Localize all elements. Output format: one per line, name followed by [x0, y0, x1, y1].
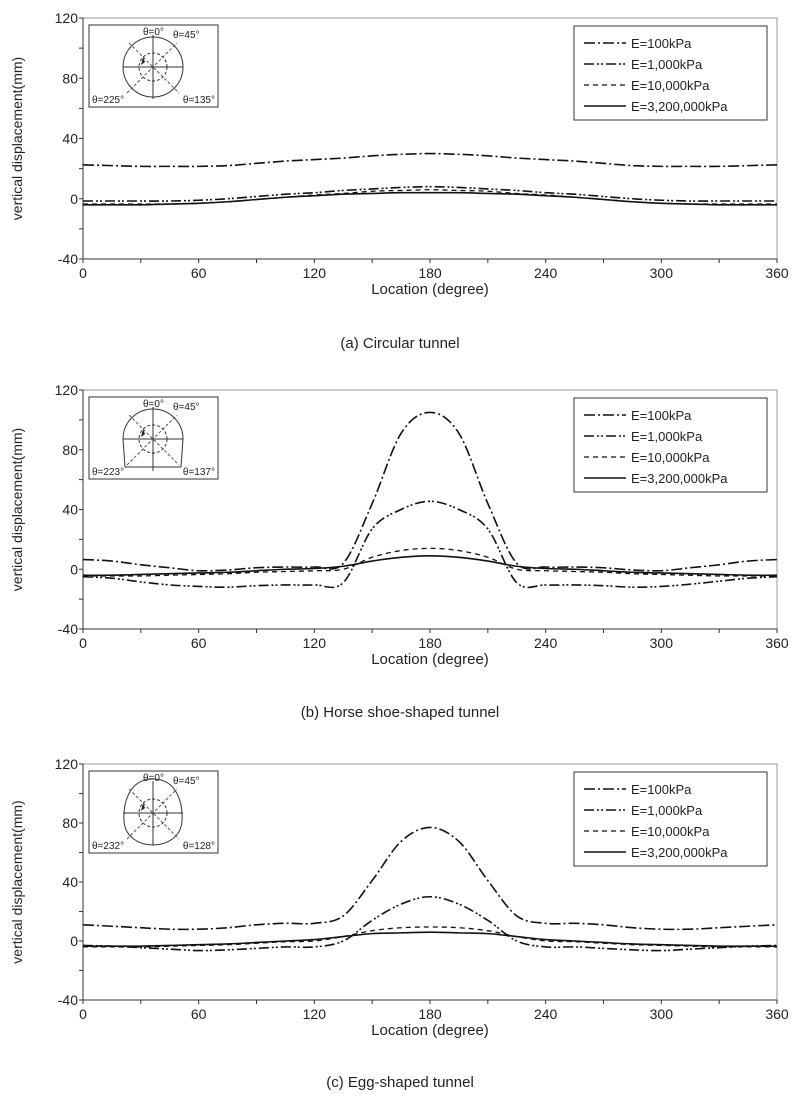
x-tick-label: 300 — [650, 265, 674, 281]
inset-angle-label: θ=0° — [143, 399, 164, 410]
inset-angle-label: θ=45° — [173, 402, 200, 413]
x-tick-label: 120 — [303, 1006, 327, 1022]
x-tick-label: 180 — [418, 635, 442, 651]
y-tick-label: 40 — [62, 874, 78, 890]
series-line — [82, 555, 778, 577]
x-axis-label: Location (degree) — [371, 1022, 489, 1039]
diagonal-line — [128, 414, 180, 466]
diagonal-line — [126, 788, 178, 840]
series-line — [83, 191, 777, 206]
series-line — [82, 152, 778, 168]
legend-label: E=1,000kPa — [631, 429, 703, 444]
x-tick-label: 240 — [534, 1006, 558, 1022]
rotation-arrow-icon — [141, 57, 145, 65]
y-tick-label: 80 — [62, 70, 78, 86]
series-line — [83, 931, 777, 948]
legend-label: E=1,000kPa — [631, 57, 703, 72]
y-tick-label: 0 — [70, 191, 78, 207]
series-line — [82, 826, 778, 931]
x-tick-label: 60 — [191, 635, 207, 651]
diagonal-line — [126, 42, 178, 94]
inset-angle-label: θ=45° — [173, 776, 200, 787]
series-line — [82, 895, 778, 952]
legend-label: E=100kPa — [631, 782, 692, 797]
rotation-arrow-icon — [141, 803, 145, 811]
x-tick-label: 60 — [191, 265, 207, 281]
tunnel-outline — [122, 408, 184, 468]
legend-label: E=1,000kPa — [631, 803, 703, 818]
inset-angle-label: θ=45° — [173, 30, 200, 41]
y-axis-label: vertical displacement(mm) — [9, 800, 25, 963]
inset-angle-label: θ=135° — [183, 95, 215, 106]
x-tick-label: 0 — [79, 1006, 87, 1022]
series-line — [82, 411, 778, 572]
legend-box — [573, 397, 768, 493]
legend-label: E=3,200,000kPa — [631, 845, 728, 860]
x-tick-label: 300 — [650, 1006, 674, 1022]
x-tick-label: 240 — [534, 265, 558, 281]
y-tick-label: -40 — [58, 621, 78, 637]
x-tick-label: 60 — [191, 1006, 207, 1022]
x-tick-label: 300 — [650, 635, 674, 651]
y-tick-label: -40 — [58, 251, 78, 267]
x-tick-label: 240 — [534, 635, 558, 651]
x-tick-label: 360 — [765, 265, 789, 281]
legend-label: E=100kPa — [631, 408, 692, 423]
legend-label: E=3,200,000kPa — [631, 99, 728, 114]
rotation-arrow-icon — [141, 429, 145, 437]
inset-angle-label: θ=0° — [143, 27, 164, 38]
y-tick-label: 40 — [62, 131, 78, 147]
y-tick-label: 120 — [55, 756, 79, 772]
series-line — [83, 547, 777, 577]
y-tick-label: 40 — [62, 502, 78, 518]
y-tick-label: 0 — [70, 933, 78, 949]
legend-label: E=10,000kPa — [631, 78, 710, 93]
chart-caption: (a) Circular tunnel — [340, 335, 459, 352]
x-tick-label: 0 — [79, 265, 87, 281]
x-tick-label: 180 — [418, 1006, 442, 1022]
x-axis-label: Location (degree) — [371, 651, 489, 668]
inset-angle-label: θ=128° — [183, 841, 215, 852]
x-tick-label: 360 — [765, 635, 789, 651]
diagonal-line — [128, 42, 180, 94]
legend-box — [573, 771, 768, 867]
diagonal-line — [126, 414, 178, 466]
legend-label: E=3,200,000kPa — [631, 471, 728, 486]
y-tick-label: 0 — [70, 561, 78, 577]
y-tick-label: -40 — [58, 992, 78, 1008]
inset-angle-label: θ=223° — [92, 467, 124, 478]
legend-label: E=10,000kPa — [631, 450, 710, 465]
x-tick-label: 180 — [418, 265, 442, 281]
x-tick-label: 0 — [79, 635, 87, 651]
x-axis-label: Location (degree) — [371, 281, 489, 298]
y-tick-label: 120 — [55, 382, 79, 398]
inset-angle-label: θ=225° — [92, 95, 124, 106]
chart-caption: (b) Horse shoe-shaped tunnel — [301, 704, 499, 721]
y-tick-label: 80 — [62, 815, 78, 831]
series-line — [83, 189, 777, 205]
inset-angle-label: θ=137° — [183, 467, 215, 478]
x-tick-label: 360 — [765, 1006, 789, 1022]
y-axis-label: vertical displacement(mm) — [9, 428, 25, 591]
chart-caption: (c) Egg-shaped tunnel — [326, 1074, 474, 1091]
y-axis-label: vertical displacement(mm) — [9, 57, 25, 220]
series-line — [82, 185, 777, 202]
x-tick-label: 120 — [303, 265, 327, 281]
y-tick-label: 120 — [55, 10, 79, 26]
diagonal-line — [128, 788, 180, 840]
inset-angle-label: θ=0° — [143, 773, 164, 784]
legend-label: E=100kPa — [631, 36, 692, 51]
series-line — [82, 500, 778, 589]
x-tick-label: 120 — [303, 635, 327, 651]
legend-box — [573, 25, 768, 121]
y-tick-label: 80 — [62, 442, 78, 458]
inset-angle-label: θ=232° — [92, 841, 124, 852]
legend-label: E=10,000kPa — [631, 824, 710, 839]
